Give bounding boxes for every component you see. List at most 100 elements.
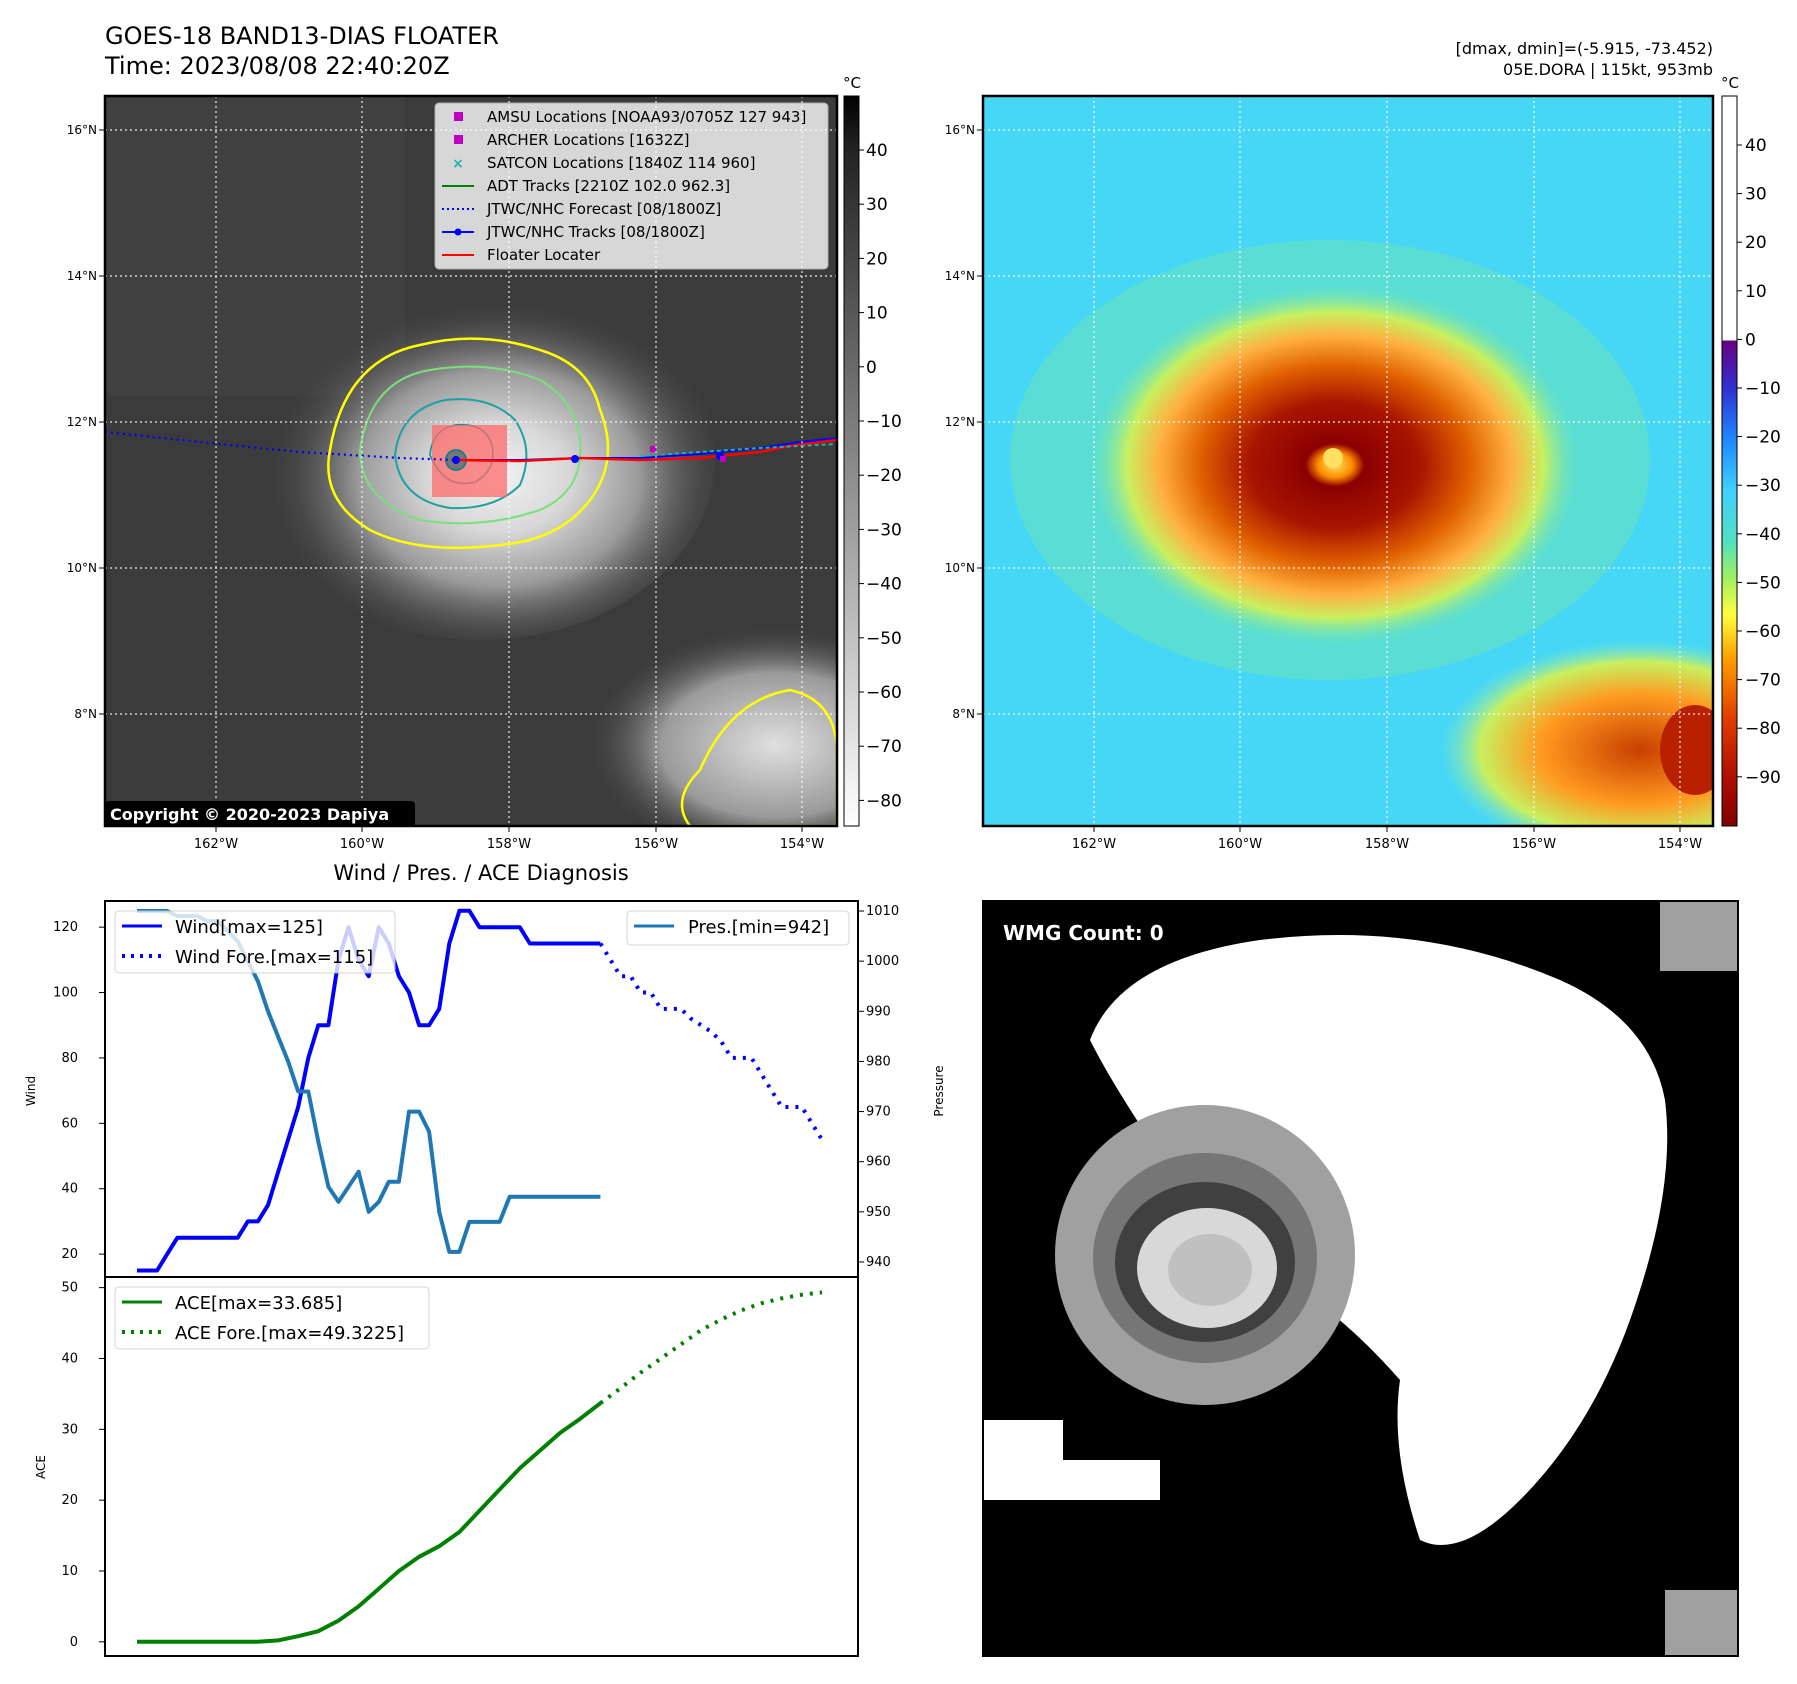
lon-tick-label: 154°W <box>1658 837 1702 852</box>
legend-x-marker: × <box>452 156 464 172</box>
color-colorbar-tick-label: 10 <box>1745 282 1767 302</box>
map-legend-entry: AMSU Locations [NOAA93/0705Z 127 943] <box>454 108 806 126</box>
legend-ace: ACE[max=33.685] <box>175 1293 342 1314</box>
lon-tick-label: 160°W <box>1218 837 1262 852</box>
wind-axis: 20 40 60 80 100 120 <box>53 920 105 1262</box>
map-legend: AMSU Locations [NOAA93/0705Z 127 943] ARC… <box>434 102 829 270</box>
lat-tick-label: 10°N <box>67 561 97 575</box>
pressure-axis: 940 950 960 970 980 990 1000 1010 <box>858 904 899 1270</box>
lon-tick-label: 160°W <box>340 837 384 852</box>
wmg-panel: WMG Count: 0 <box>982 900 1739 1657</box>
lat-tick-label: 8°N <box>74 707 97 721</box>
left-lat-ticks: 16°N 14°N 12°N 10°N 8°N <box>67 123 105 721</box>
pressure-legend: Pres.[min=942] <box>626 910 850 946</box>
map-legend-entry: JTWC/NHC Forecast [08/1800Z] <box>442 200 721 218</box>
gray-colorbar-tick-label: 20 <box>866 249 888 269</box>
y-tick-label: 960 <box>866 1155 891 1170</box>
lat-tick-label: 16°N <box>945 123 975 137</box>
color-colorbar-tick-label: −70 <box>1745 671 1781 691</box>
diagnosis-title: Wind / Pres. / ACE Diagnosis <box>333 861 628 885</box>
gray-colorbar-tick-label: 30 <box>866 195 888 215</box>
color-colorbar: °C 40 30 20 10 0 −10 −20 −30 −40 −50 −60 −70 −80 −90 <box>1721 74 1781 827</box>
legend-square-marker <box>454 112 463 121</box>
gray-colorbar-tick-label: −40 <box>866 575 902 595</box>
color-colorbar-tick-label: −90 <box>1745 768 1781 788</box>
copyright-label: Copyright © 2020-2023 Dapiya <box>110 805 389 824</box>
y-tick-label: 30 <box>61 1422 78 1437</box>
wmg-count-label: WMG Count: 0 <box>1003 921 1164 945</box>
color-colorbar-tick-label: −50 <box>1745 573 1781 593</box>
gray-colorbar-tick-label: −10 <box>866 412 902 432</box>
y-tick-label: 40 <box>61 1351 78 1366</box>
gray-colorbar-tick-label: −50 <box>866 629 902 649</box>
lat-tick-label: 8°N <box>952 707 975 721</box>
map-legend-label: JTWC/NHC Tracks [08/1800Z] <box>486 223 705 241</box>
pressure-ylabel: Pressure <box>932 1065 946 1116</box>
map-legend-entry: ARCHER Locations [1632Z] <box>454 131 690 149</box>
y-tick-label: 100 <box>53 986 78 1001</box>
map-legend-label: Floater Locater <box>487 246 601 264</box>
gray-colorbar-tick-label: 10 <box>866 304 888 324</box>
gray-colorbar-tick-label: −70 <box>866 737 902 757</box>
map-legend-label: AMSU Locations [NOAA93/0705Z 127 943] <box>487 108 806 126</box>
color-colorbar-tick-label: −30 <box>1745 476 1781 496</box>
map-legend-label: ARCHER Locations [1632Z] <box>487 131 690 149</box>
grayscale-ir-map: AMSU Locations [NOAA93/0705Z 127 943] ARC… <box>103 94 839 828</box>
color-colorbar-tick-label: 40 <box>1745 136 1767 156</box>
lat-tick-label: 16°N <box>67 123 97 137</box>
color-colorbar-tick-label: −60 <box>1745 622 1781 642</box>
ace-legend: ACE[max=33.685] ACE Fore.[max=49.3225] <box>114 1286 430 1350</box>
lon-tick-label: 162°W <box>1072 837 1116 852</box>
color-colorbar-unit: °C <box>1721 74 1739 92</box>
y-tick-label: 10 <box>61 1564 78 1579</box>
y-tick-label: 20 <box>61 1493 78 1508</box>
gray-colorbar-tick-label: 40 <box>866 141 888 161</box>
color-colorbar-tick-label: 0 <box>1745 330 1756 350</box>
right-lon-ticks: 162°W 160°W 158°W 156°W 154°W <box>1072 826 1702 852</box>
lon-tick-label: 158°W <box>1365 837 1409 852</box>
color-colorbar-tick-label: −10 <box>1745 379 1781 399</box>
series-line <box>137 908 601 1273</box>
color-colorbar-tick-label: 20 <box>1745 233 1767 253</box>
figure-title: GOES-18 BAND13-DIAS FLOATER <box>105 22 499 50</box>
lon-tick-label: 158°W <box>487 837 531 852</box>
ace-ylabel: ACE <box>34 1455 48 1479</box>
legend-pres: Pres.[min=942] <box>688 917 829 938</box>
wind-legend: Wind[max=125] Wind Fore.[max=115] <box>114 910 396 974</box>
y-tick-label: 40 <box>61 1182 78 1197</box>
gray-colorbar-tick-label: 0 <box>866 358 877 378</box>
map-legend-entry: Floater Locater <box>442 246 601 264</box>
left-lon-ticks: 162°W 160°W 158°W 156°W 154°W <box>194 826 824 852</box>
color-colorbar-tick-label: −40 <box>1745 525 1781 545</box>
gray-colorbar: °C 40 30 20 10 0 −10 −20 −30 −40 −50 −60 −70 −80 <box>843 74 902 827</box>
y-tick-label: 1010 <box>866 904 899 919</box>
map-legend-entry: ADT Tracks [2210Z 102.0 962.3] <box>442 177 730 195</box>
lat-tick-label: 10°N <box>945 561 975 575</box>
color-colorbar-tick-label: 30 <box>1745 185 1767 205</box>
lat-tick-label: 14°N <box>945 269 975 283</box>
legend-wind-fore: Wind Fore.[max=115] <box>175 947 373 968</box>
y-tick-label: 0 <box>70 1635 78 1650</box>
gray-colorbar-tick-label: −20 <box>866 466 902 486</box>
gray-colorbar-unit: °C <box>843 74 861 92</box>
y-tick-label: 970 <box>866 1105 891 1120</box>
legend-square-marker <box>454 135 463 144</box>
wind-ylabel: Wind <box>24 1076 38 1106</box>
series-line <box>137 1401 602 1644</box>
y-tick-label: 950 <box>866 1205 891 1220</box>
map-legend-label: SATCON Locations [1840Z 114 960] <box>487 154 755 172</box>
legend-wind: Wind[max=125] <box>175 917 323 938</box>
gray-colorbar-tick-label: −60 <box>866 683 902 703</box>
color-colorbar-tick-label: −20 <box>1745 428 1781 448</box>
lat-tick-label: 12°N <box>945 415 975 429</box>
y-tick-label: 20 <box>61 1247 78 1262</box>
gray-colorbar-tick-label: −80 <box>866 791 902 811</box>
map-legend-label: JTWC/NHC Forecast [08/1800Z] <box>486 200 721 218</box>
map-legend-entry: JTWC/NHC Tracks [08/1800Z] <box>442 223 705 241</box>
y-tick-label: 940 <box>866 1255 891 1270</box>
y-tick-label: 80 <box>61 1051 78 1066</box>
right-lat-ticks: 16°N 14°N 12°N 10°N 8°N <box>945 123 983 721</box>
color-colorbar-tick-label: −80 <box>1745 719 1781 739</box>
legend-dot-marker <box>454 228 462 236</box>
